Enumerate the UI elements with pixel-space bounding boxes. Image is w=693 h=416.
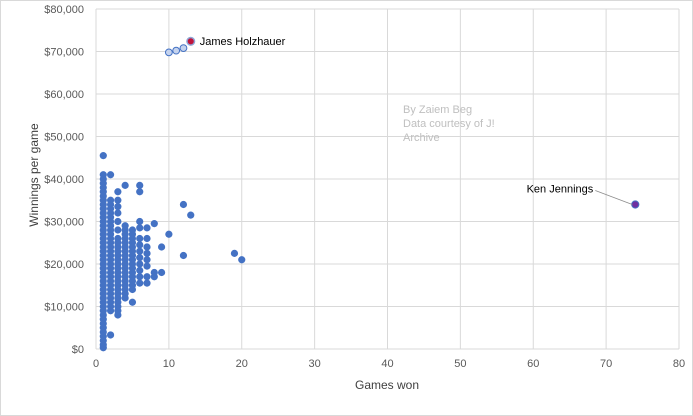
data-point [136,266,144,274]
holzhauer-data-point [179,44,188,52]
x-tick-label: 80 [673,358,685,370]
holzhauer-data-point [164,48,173,57]
data-point [114,226,122,234]
x-axis-tick-labels: 0 10 20 30 40 50 60 70 80 [93,358,685,370]
gridlines [95,8,680,350]
data-point [128,285,137,294]
holzhauer-data-point [172,46,181,55]
y-axis-title: Winnings per game [27,123,41,227]
y-tick-label: $20,000 [44,259,84,271]
data-point [143,273,151,281]
data-point [121,294,129,302]
data-point [143,256,151,264]
y-tick-label: $60,000 [44,89,84,101]
data-point [136,241,144,249]
data-point [230,249,239,257]
data-point [187,211,195,219]
credit-line: Archive [403,132,440,144]
data-point [136,224,144,232]
data-point [150,273,158,281]
data-point [136,247,144,255]
data-point [106,331,115,339]
data-point [136,279,144,287]
data-point [114,188,122,196]
y-tick-label: $0 [72,344,84,356]
x-axis-title: Games won [355,378,419,392]
data-point [143,234,151,243]
data-point [143,243,151,251]
data-point [121,181,129,189]
x-tick-label: 10 [163,358,175,370]
x-tick-label: 60 [527,358,539,370]
data-point [179,200,188,209]
credit-line: By Zaiem Beg [403,104,472,116]
annotations: James Holzhauer Ken Jennings [200,36,633,205]
data-point [143,249,151,257]
data-point [157,268,166,277]
x-tick-label: 40 [381,358,393,370]
data-point [114,311,122,319]
data-point [114,203,122,211]
data-point [150,220,158,228]
annotation-label: Ken Jennings [527,184,594,196]
y-tick-label: $70,000 [44,47,84,59]
y-tick-label: $40,000 [44,174,84,186]
data-point [136,217,144,226]
data-point [165,230,173,238]
x-tick-label: 20 [236,358,248,370]
data-point [136,181,144,189]
data-point [136,260,144,268]
y-tick-label: $80,000 [44,4,84,16]
data-point [128,298,137,306]
x-tick-label: 70 [600,358,612,370]
data-point [136,188,144,196]
data-point [136,273,144,281]
data-point [238,256,246,264]
data-point [143,224,151,232]
data-point [143,262,151,270]
data-point [157,243,166,251]
data-point [143,279,151,287]
data-point [106,307,115,315]
credit-line: Data courtesy of J! [403,118,495,130]
annotation-label: James Holzhauer [200,36,286,48]
y-tick-label: $10,000 [44,302,84,314]
data-point [114,196,122,204]
data-point [114,217,122,226]
y-axis-tick-labels: $0 $10,000 $20,000 $30,000 $40,000 $50,000 $60… [44,4,84,356]
data-point [136,234,144,243]
data-points [99,36,640,352]
annotation-leader-line [595,190,633,205]
data-point [179,251,188,260]
y-tick-label: $30,000 [44,217,84,229]
x-tick-label: 30 [309,358,321,370]
data-point [99,152,107,160]
credit-text: By Zaiem Beg Data courtesy of J! Archive [403,104,495,144]
data-point [106,171,115,179]
x-tick-label: 0 [93,358,99,370]
x-tick-label: 50 [454,358,466,370]
data-point [136,254,144,262]
holzhauer-final-point [186,36,196,46]
y-tick-label: $50,000 [44,132,84,144]
data-point [99,344,107,352]
data-point [114,209,122,217]
jennings-data-point [631,200,640,209]
